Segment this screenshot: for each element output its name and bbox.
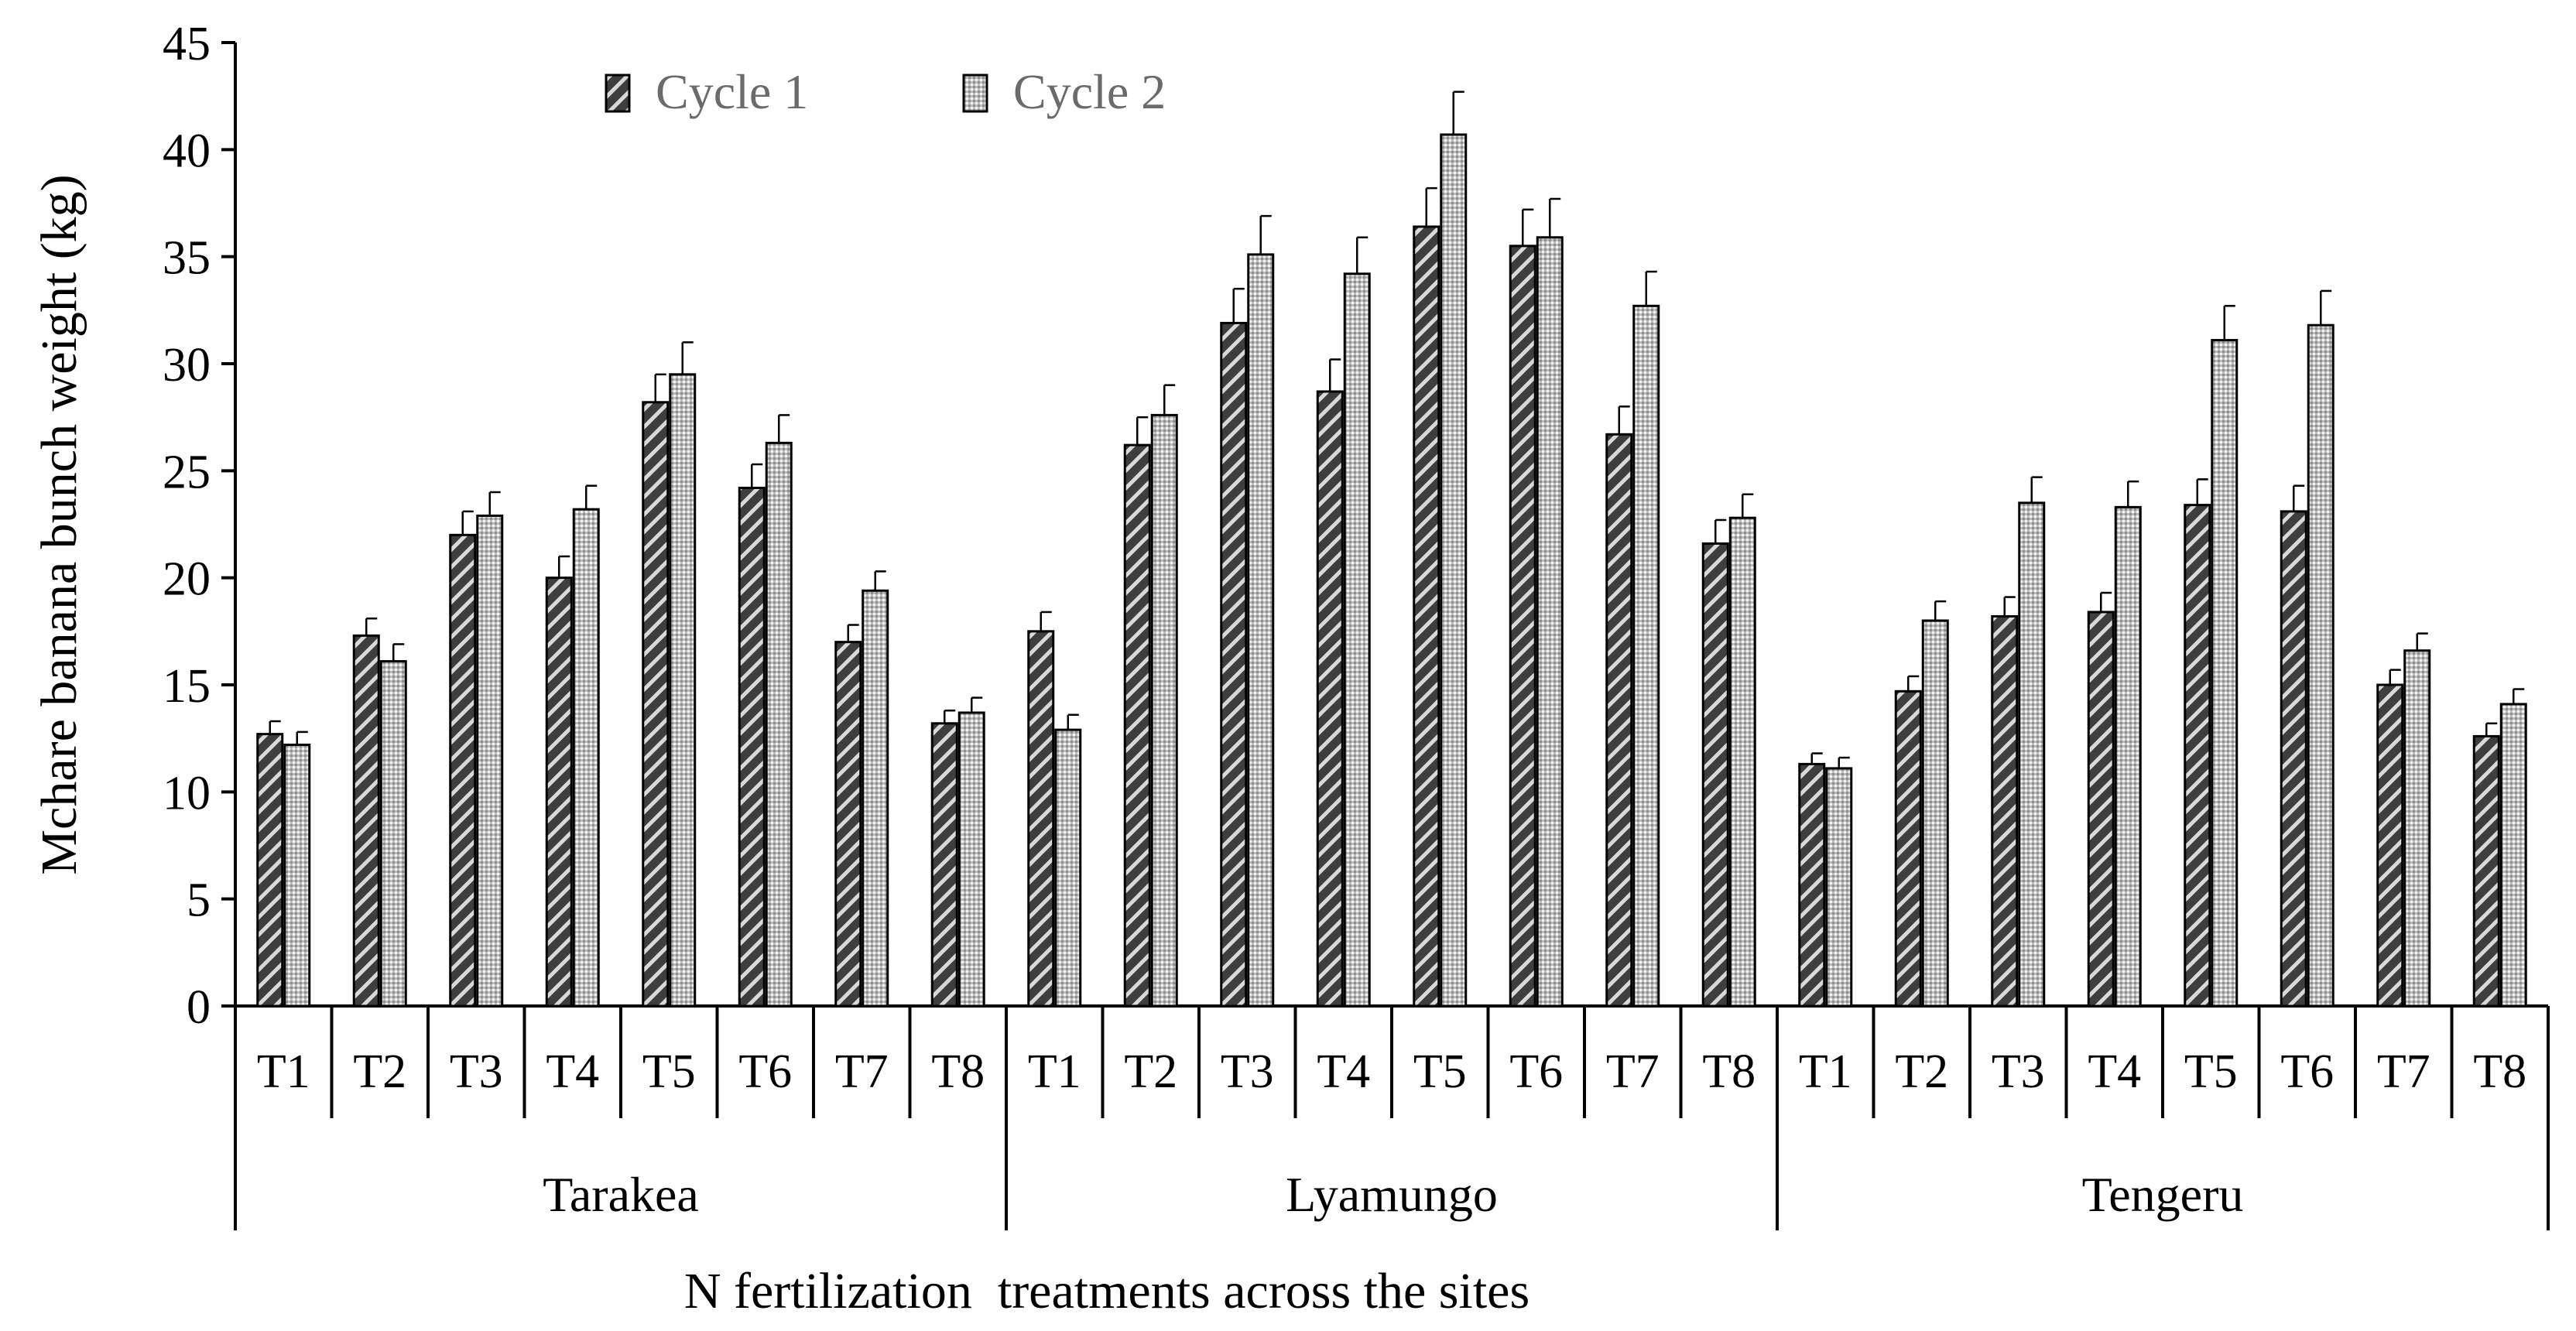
bars [256,91,2527,1008]
bar-cycle1 [930,722,958,1008]
bar-cycle2 [2018,501,2046,1008]
bar-cycle1 [2184,504,2211,1008]
bar-cycle2 [283,743,311,1008]
treatment-label: T1 [1799,1045,1852,1098]
treatment-label: T7 [1606,1045,1660,1098]
bar-cycle2 [572,508,600,1008]
treatment-label: T1 [257,1045,310,1098]
bar-cycle2 [2499,703,2527,1008]
treatment-label: T5 [642,1045,696,1098]
bar-cycle1 [2087,611,2115,1008]
bar-cycle2 [1825,767,1853,1008]
bar-cycle1 [545,577,573,1008]
bar-cycle2 [1343,272,1371,1008]
bar-cycle1 [2472,734,2500,1008]
bar-cycle1 [1798,762,1826,1008]
bar-cycle1 [1894,689,1922,1008]
treatment-label: T7 [835,1045,889,1098]
bar-cycle1 [256,733,284,1008]
y-tick-label: 45 [163,18,211,70]
y-tick-label: 35 [163,232,211,285]
treatment-label: T7 [2377,1045,2430,1098]
treatment-label: T8 [2473,1045,2526,1098]
bar-cycle2 [1440,133,1468,1008]
bar-cycle1 [1027,630,1055,1008]
bar-cycle1 [1991,614,2019,1008]
bar-cycle1 [2280,510,2307,1008]
y-tick-label: 0 [187,981,211,1034]
bar-cycle2 [862,589,889,1008]
bar-cycle2 [1536,236,1564,1008]
bar-cycle1 [352,634,380,1008]
bar-cycle2 [765,441,793,1008]
bar-cycle2 [2307,323,2334,1008]
site-label: Lyamungo [1286,1167,1498,1222]
treatment-label: T8 [931,1045,985,1098]
bar-cycle1 [1123,443,1151,1008]
x-category-axis: T1 T2 T3 T4 T5 T6 T7 T8 T1 T2 T3 T4 T5 T6 T7 T8 T1 T2 T3 T4… [234,1006,2550,1230]
treatment-label: T6 [1509,1045,1563,1098]
treatment-label: T2 [1124,1045,1177,1098]
bar-cycle2 [1150,413,1178,1008]
bar-cycle2 [2403,649,2431,1008]
legend-label-cycle1: Cycle 1 [656,64,808,119]
bar-cycle2 [1728,516,1756,1008]
bar-cycle1 [449,533,477,1008]
y-tick-label: 30 [163,339,211,392]
bar-cycle2 [957,711,985,1008]
legend-label-cycle2: Cycle 2 [1013,64,1166,119]
treatment-label: T2 [353,1045,406,1098]
bar-cycle2 [1247,253,1275,1008]
bar-cycle1 [1605,433,1633,1008]
treatment-label: T4 [1317,1045,1370,1098]
y-tick-label: 25 [163,446,211,498]
bar-cycle1 [1509,245,1536,1008]
bar-cycle1 [738,486,766,1008]
legend-swatch-cycle2 [962,74,988,113]
y-tick-label: 5 [187,874,211,927]
treatment-label: T5 [1413,1045,1467,1098]
treatment-label: T4 [2088,1045,2141,1098]
bar-cycle1 [1413,225,1440,1008]
treatment-label: T3 [450,1045,503,1098]
bar-cycle2 [476,514,504,1008]
bar-cycle1 [2376,683,2404,1008]
bar-cycle1 [1701,542,1729,1008]
legend: Cycle 1 Cycle 2 [605,64,1166,119]
treatment-label: T6 [738,1045,792,1098]
treatment-label: T4 [546,1045,599,1098]
treatment-label: T3 [1992,1045,2045,1098]
y-tick-label: 10 [163,767,211,819]
treatment-label: T1 [1028,1045,1081,1098]
y-tick-label: 20 [163,553,211,606]
bar-cycle1 [1220,321,1248,1008]
treatment-label: T2 [1895,1045,1948,1098]
bar-cycle2 [1632,304,1660,1008]
y-ticks: 0 5 10 15 20 25 30 35 40 45 [163,18,235,1034]
treatment-label: T8 [1702,1045,1756,1098]
bar-cycle1 [642,401,670,1008]
bar-cycle2 [1921,619,1949,1008]
y-tick-label: 15 [163,660,211,713]
y-axis-title: Mchare banana bunch weight (kg) [31,174,87,874]
bar-cycle2 [2114,505,2142,1008]
x-axis-title: N fertilization treatments across the si… [684,1263,1530,1319]
treatment-label: T3 [1221,1045,1274,1098]
treatment-label: T6 [2280,1045,2334,1098]
bar-cycle1 [834,641,862,1008]
bar-cycle2 [379,660,407,1008]
legend-swatch-cycle1 [605,74,631,113]
treatment-label: T5 [2184,1045,2238,1098]
bar-cycle2 [1054,728,1082,1008]
bar-cycle2 [669,373,697,1008]
site-label: Tengeru [2082,1167,2244,1222]
site-label: Tarakea [543,1167,699,1222]
y-tick-label: 40 [163,125,211,177]
bar-cycle1 [1316,390,1344,1008]
bar-cycle2 [2211,339,2239,1008]
